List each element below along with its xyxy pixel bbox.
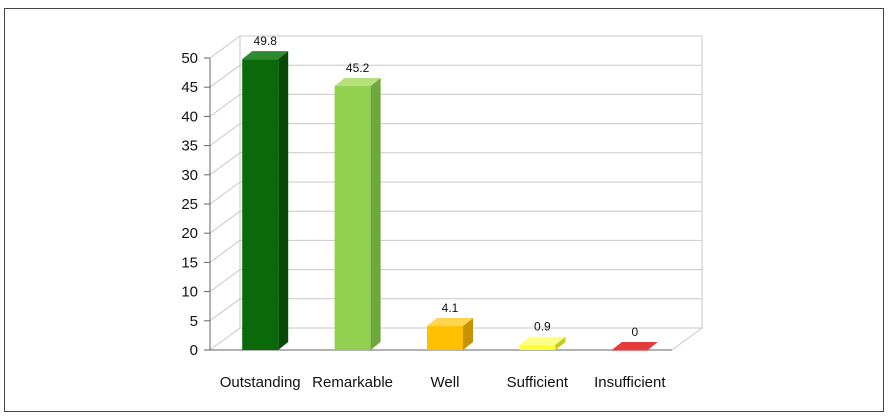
bar: [242, 59, 279, 350]
y-tick-label: 40: [181, 108, 198, 125]
y-tick-label: 45: [181, 79, 198, 96]
y-tick-label: 20: [181, 225, 198, 242]
gridline-side: [209, 327, 241, 351]
gridline-side: [209, 210, 241, 234]
labels-layer: 49.8 Outstanding 45.2 Remarkable 4.1 Well 0.9 S…: [220, 34, 667, 391]
bar-side: [278, 51, 289, 350]
gridline-side: [209, 269, 241, 293]
bar-top: [611, 342, 658, 350]
bars-layer: [242, 51, 658, 351]
data-label: 0.9: [534, 320, 551, 334]
y-tick-label: 10: [181, 284, 198, 301]
bar: [519, 344, 556, 350]
x-tick-label: Sufficient: [507, 374, 569, 391]
bar-side: [370, 78, 381, 351]
y-tick-label: 15: [181, 254, 198, 271]
bar-top: [519, 336, 566, 345]
y-tick-label: 35: [181, 138, 198, 155]
gridline-side: [209, 181, 241, 205]
bar-side: [463, 318, 473, 350]
gridline-side: [209, 123, 241, 147]
x-tick-label: Well: [431, 374, 460, 391]
gridline-side: [209, 152, 241, 176]
bar: [334, 86, 371, 351]
x-tick-label: Outstanding: [220, 374, 301, 391]
y-tick-label: 0: [190, 342, 198, 359]
gridline-side: [209, 64, 241, 88]
data-label: 49.8: [254, 34, 278, 48]
y-tick-label: 30: [181, 167, 198, 184]
x-tick-label: Remarkable: [312, 374, 393, 391]
x-tick-label: Insufficient: [594, 374, 666, 391]
data-label: 0: [631, 325, 638, 339]
floor-edge: [671, 327, 703, 351]
bar: [611, 350, 648, 351]
bar: [427, 326, 463, 350]
gridline-side: [209, 93, 241, 117]
gridline-side: [209, 298, 241, 322]
gridline-side: [209, 239, 241, 263]
bar-top: [242, 51, 289, 60]
y-tick-label: 5: [190, 313, 198, 330]
data-label: 45.2: [346, 61, 370, 75]
bar-top: [427, 318, 473, 327]
bar-side: [555, 336, 566, 350]
y-tick-label: 50: [181, 50, 198, 67]
data-label: 4.1: [442, 301, 459, 315]
y-tick-label: 25: [181, 196, 198, 213]
bar-top: [334, 78, 381, 87]
grid-layer: [209, 35, 703, 351]
gridline-side: [209, 35, 241, 59]
